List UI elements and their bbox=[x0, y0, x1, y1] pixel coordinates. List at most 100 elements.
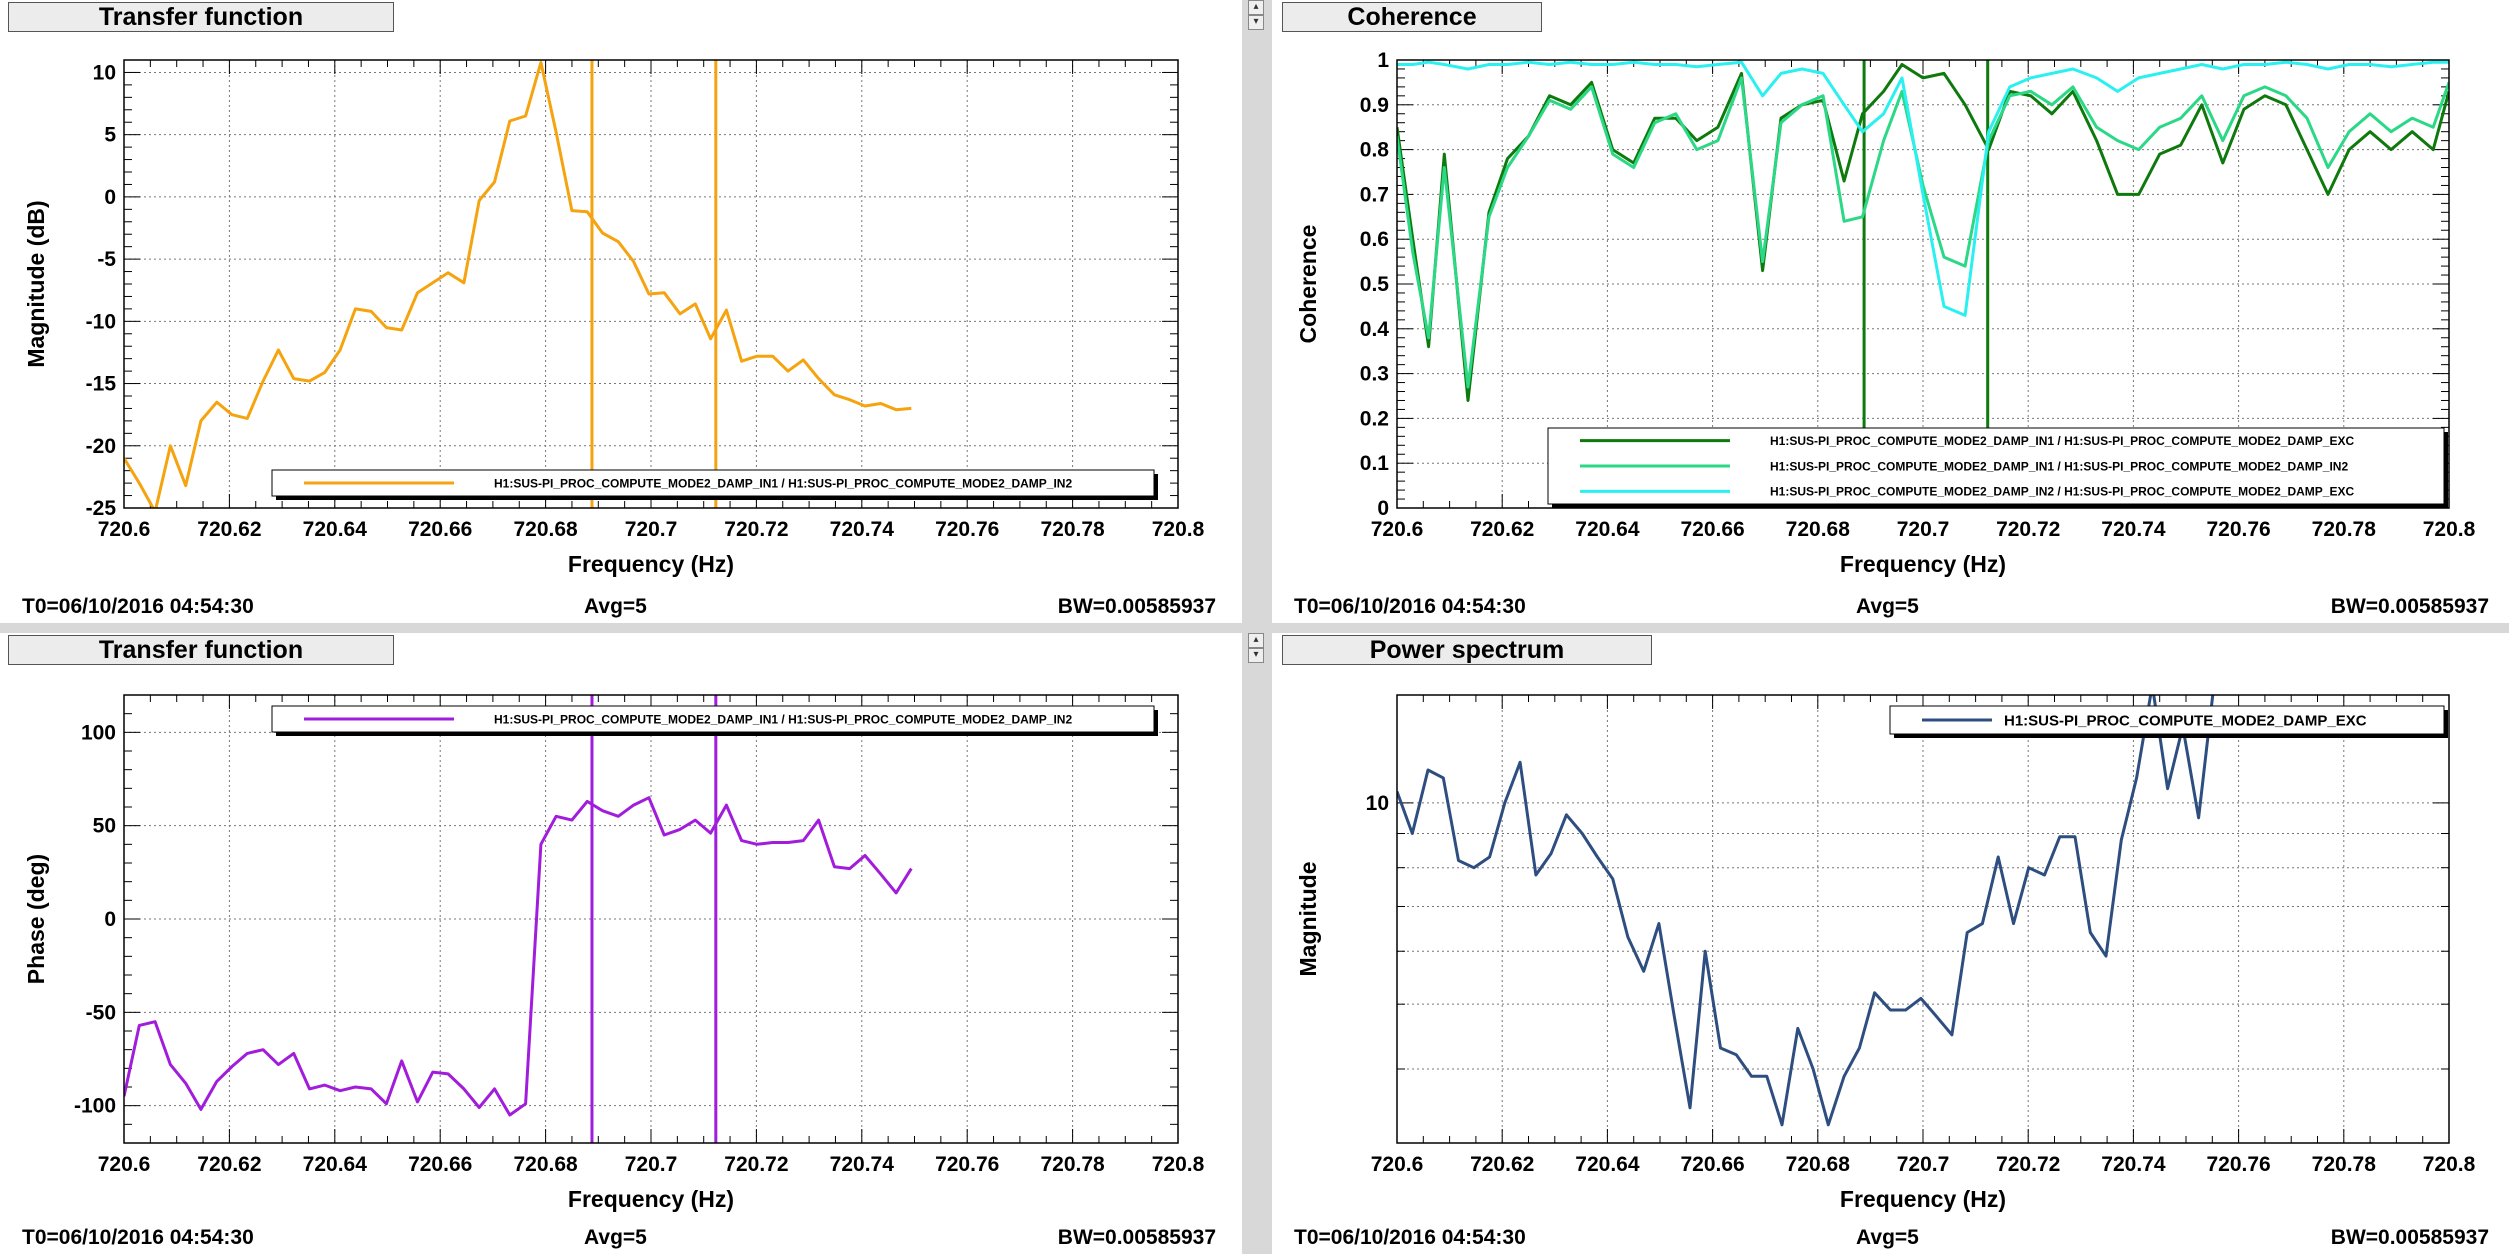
x-tick-label: 720.68 bbox=[1786, 518, 1851, 541]
t0-label: T0=06/10/2016 04:54:30 bbox=[1294, 595, 1526, 618]
t0-label: T0=06/10/2016 04:54:30 bbox=[22, 1226, 254, 1249]
avg-label: Avg=5 bbox=[1856, 1226, 1919, 1249]
x-tick-label: 720.74 bbox=[2101, 1153, 2166, 1176]
x-axis-label: Frequency (Hz) bbox=[1840, 551, 2006, 577]
magnitude-plot[interactable]: 720.6 720.62 720.64 720.66 720.68 720.7 720.72… bbox=[0, 0, 1242, 623]
panel-up-arrow-icon[interactable]: ▴ bbox=[1248, 0, 1264, 15]
x-tick-label: 720.66 bbox=[408, 518, 472, 541]
x-tick-label: 720.68 bbox=[513, 1153, 578, 1176]
y-tick-label: 0 bbox=[1377, 497, 1389, 520]
x-tick-label: 720.78 bbox=[1040, 1153, 1105, 1176]
series-line bbox=[1397, 695, 2215, 1127]
panel-title-tab[interactable]: Coherence bbox=[1282, 2, 1542, 32]
x-tick-label: 720.6 bbox=[1371, 518, 1424, 541]
x-tick-label: 720.76 bbox=[2206, 518, 2270, 541]
x-tick-label: 720.74 bbox=[830, 1153, 895, 1176]
t0-label: T0=06/10/2016 04:54:30 bbox=[1294, 1226, 1526, 1249]
x-tick-label: 720.8 bbox=[1152, 1153, 1205, 1176]
panel-title-tab[interactable]: Transfer function bbox=[8, 2, 394, 32]
x-tick-label: 720.76 bbox=[935, 518, 999, 541]
panel-down-arrow-icon[interactable]: ▾ bbox=[1248, 648, 1264, 663]
series-group bbox=[124, 796, 913, 1117]
panel-down-arrow-icon[interactable]: ▾ bbox=[1248, 15, 1264, 30]
panel-title-tab[interactable]: Power spectrum bbox=[1282, 635, 1652, 665]
y-tick-label: 1 bbox=[1377, 49, 1389, 72]
panel-power-spectrum: Power spectrum 720.6 720.62 720.64 720.66 72… bbox=[1272, 633, 2509, 1254]
x-tick-label: 720.64 bbox=[303, 518, 368, 541]
x-tick-label: 720.62 bbox=[1470, 518, 1534, 541]
bw-label: BW=0.00585937 bbox=[2330, 595, 2489, 618]
legend: H1:SUS-PI_PROC_COMPUTE_MODE2_DAMP_EXC bbox=[1889, 705, 2448, 738]
y-tick-label: 0.4 bbox=[1360, 318, 1390, 341]
x-tick-label: 720.8 bbox=[2423, 518, 2476, 541]
x-tick-label: 720.62 bbox=[1470, 1153, 1534, 1176]
x-tick-label: 720.7 bbox=[1897, 518, 1950, 541]
x-tick-label: 720.76 bbox=[2206, 1153, 2270, 1176]
phase-plot[interactable]: 720.6 720.62 720.64 720.66 720.68 720.7 720.72… bbox=[0, 633, 1242, 1254]
panel-transfer-function-magnitude: Transfer function 720.6 720.62 720.64 720.6… bbox=[0, 0, 1242, 623]
x-tick-label: 720.8 bbox=[1152, 518, 1205, 541]
legend: H1:SUS-PI_PROC_COMPUTE_MODE2_DAMP_IN1 / … bbox=[271, 705, 1158, 736]
panel-title-tab[interactable]: Transfer function bbox=[8, 635, 394, 665]
plot-frame bbox=[123, 59, 1179, 509]
x-tick-label: 720.66 bbox=[1680, 518, 1744, 541]
x-tick-label: 720.68 bbox=[513, 518, 578, 541]
y-tick-label: -25 bbox=[86, 497, 117, 520]
y-tick-label: 10 bbox=[93, 61, 116, 84]
legend-label: H1:SUS-PI_PROC_COMPUTE_MODE2_DAMP_EXC bbox=[2004, 712, 2367, 729]
plot-frame bbox=[1396, 694, 2450, 1144]
y-tick-label: 0 bbox=[104, 908, 116, 931]
horizontal-splitter[interactable] bbox=[0, 623, 2509, 633]
y-axis-label: Magnitude bbox=[1295, 862, 1321, 977]
panel-up-arrow-icon[interactable]: ▴ bbox=[1248, 633, 1264, 648]
y-axis-label: Phase (deg) bbox=[23, 854, 49, 984]
x-tick-label: 720.7 bbox=[1897, 1153, 1950, 1176]
coherence-plot[interactable]: 720.6 720.62 720.64 720.66 720.68 720.7 720.72… bbox=[1272, 0, 2509, 623]
x-tick-label: 720.78 bbox=[2312, 518, 2377, 541]
x-tick-label: 720.76 bbox=[935, 1153, 999, 1176]
legend-label: H1:SUS-PI_PROC_COMPUTE_MODE2_DAMP_IN1 / … bbox=[494, 712, 1072, 726]
y-tick-label: 0.8 bbox=[1360, 139, 1390, 162]
y-tick-label: 0.5 bbox=[1360, 273, 1390, 296]
x-tick-label: 720.7 bbox=[625, 1153, 678, 1176]
avg-label: Avg=5 bbox=[584, 1226, 647, 1249]
plot-area bbox=[1397, 695, 2449, 1143]
y-tick-label: -50 bbox=[86, 1001, 116, 1024]
series-line bbox=[1397, 63, 2449, 402]
legend-label: H1:SUS-PI_PROC_COMPUTE_MODE2_DAMP_IN1 / … bbox=[1770, 434, 2354, 448]
x-tick-label: 720.72 bbox=[724, 1153, 788, 1176]
x-tick-label: 720.78 bbox=[2312, 1153, 2377, 1176]
y-tick-label: 50 bbox=[93, 815, 116, 838]
x-tick-label: 720.6 bbox=[1371, 1153, 1424, 1176]
y-tick-label: -100 bbox=[74, 1095, 116, 1118]
bw-label: BW=0.00585937 bbox=[2330, 1226, 2489, 1249]
x-tick-label: 720.74 bbox=[830, 518, 895, 541]
x-tick-label: 720.68 bbox=[1786, 1153, 1851, 1176]
ticks bbox=[123, 59, 1179, 509]
x-tick-label: 720.66 bbox=[1680, 1153, 1744, 1176]
x-axis-label: Frequency (Hz) bbox=[568, 1186, 734, 1212]
power-spectrum-plot[interactable]: 720.6 720.62 720.64 720.66 720.68 720.7 720.72… bbox=[1272, 633, 2509, 1254]
x-tick-label: 720.8 bbox=[2423, 1153, 2476, 1176]
x-tick-label: 720.72 bbox=[1996, 1153, 2060, 1176]
avg-label: Avg=5 bbox=[584, 595, 647, 618]
y-tick-label: -20 bbox=[86, 435, 116, 458]
x-tick-label: 720.6 bbox=[98, 518, 151, 541]
y-tick-label: 10 bbox=[1366, 792, 1389, 815]
x-tick-label: 720.62 bbox=[197, 1153, 261, 1176]
series-group bbox=[1397, 695, 2215, 1127]
plot-frame bbox=[123, 694, 1179, 1144]
y-tick-label: -5 bbox=[97, 248, 116, 271]
x-tick-label: 720.66 bbox=[408, 1153, 472, 1176]
x-tick-label: 720.64 bbox=[1575, 1153, 1640, 1176]
x-tick-label: 720.72 bbox=[1996, 518, 2060, 541]
legend-label: H1:SUS-PI_PROC_COMPUTE_MODE2_DAMP_IN1 / … bbox=[494, 476, 1072, 490]
y-axis-label: Coherence bbox=[1295, 225, 1321, 344]
x-tick-label: 720.74 bbox=[2101, 518, 2166, 541]
legend: H1:SUS-PI_PROC_COMPUTE_MODE2_DAMP_IN1 / … bbox=[1547, 427, 2448, 508]
x-tick-label: 720.64 bbox=[303, 1153, 368, 1176]
y-tick-label: -10 bbox=[86, 310, 116, 333]
x-axis-label: Frequency (Hz) bbox=[568, 551, 734, 577]
grid bbox=[1396, 695, 2450, 1143]
series-group bbox=[1397, 60, 2449, 402]
